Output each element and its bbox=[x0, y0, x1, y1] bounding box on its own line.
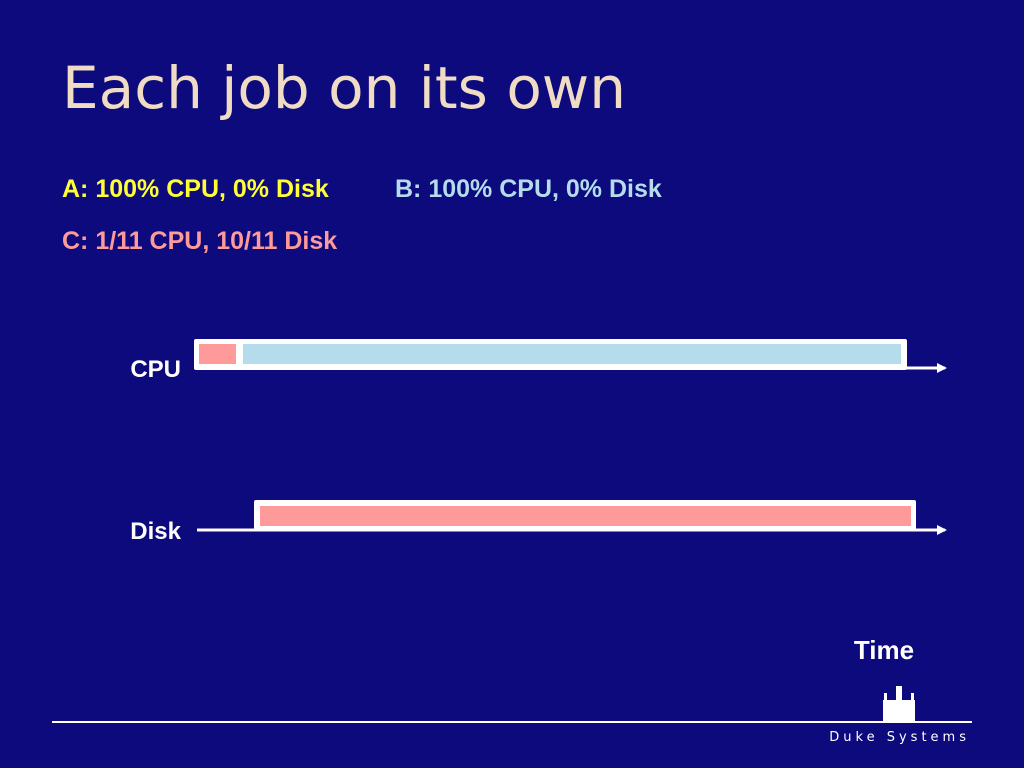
cpu-job-c bbox=[199, 344, 236, 364]
job-b: B: 100% CPU, 0% Disk bbox=[395, 175, 662, 203]
disk-job-c bbox=[260, 506, 911, 526]
lane-label: Disk bbox=[130, 518, 181, 545]
job-a: A: 100% CPU, 0% Disk bbox=[62, 175, 329, 203]
slide-title: Each job on its own bbox=[62, 54, 626, 122]
footer-text: Duke Systems bbox=[829, 730, 970, 745]
logo bbox=[883, 686, 915, 722]
lane-label: CPU bbox=[130, 356, 181, 383]
job-c: C: 1/11 CPU, 10/11 Disk bbox=[62, 227, 337, 255]
cpu-job-b bbox=[243, 344, 901, 364]
axis-label: Time bbox=[854, 635, 914, 665]
